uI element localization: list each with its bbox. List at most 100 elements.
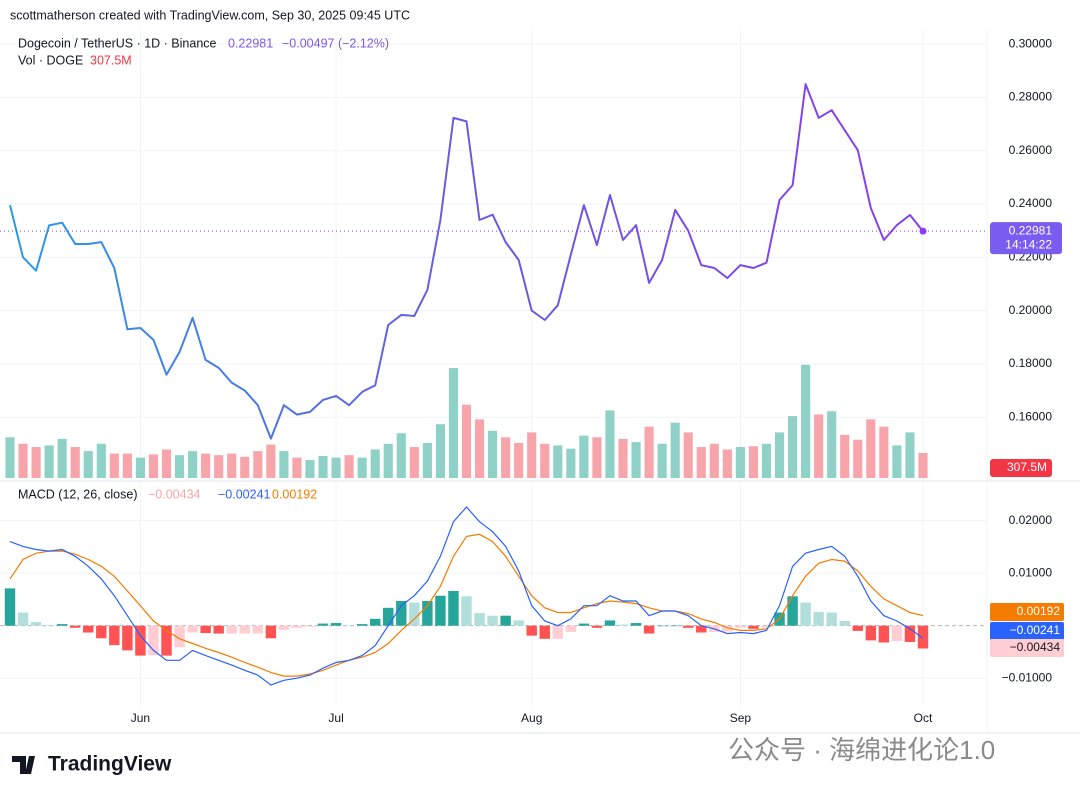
x-tick-label: Oct [914, 711, 933, 725]
histogram-bar [56, 624, 68, 626]
volume-bar [709, 443, 719, 478]
histogram-bar [278, 625, 290, 630]
volume-tag [990, 459, 1052, 477]
volume-bar [31, 447, 41, 478]
y-tick-label: 0.02000 [1009, 513, 1053, 527]
volume-bar [553, 445, 563, 478]
histogram-bar [474, 613, 485, 626]
volume-bar [514, 442, 524, 478]
volume-bar [670, 422, 680, 478]
volume-bar [788, 416, 798, 478]
histogram-bar [135, 625, 146, 656]
histogram-bar [591, 625, 603, 628]
volume-bar [448, 368, 459, 478]
volume-bar [5, 437, 15, 478]
volume-bar [631, 442, 641, 478]
x-tick-label: Jun [131, 711, 150, 725]
macd-tag [990, 622, 1064, 640]
volume-bar [266, 444, 276, 478]
histogram-bar [917, 625, 929, 649]
volume-bar [44, 445, 54, 478]
histogram-bar [722, 625, 733, 632]
volume-bar [501, 437, 511, 478]
y-tick-label: 0.28000 [1009, 90, 1053, 104]
volume-bar [18, 443, 28, 478]
histogram-bar [630, 623, 642, 626]
histogram-bar [904, 625, 916, 642]
price-tag [990, 222, 1062, 255]
histogram-bar [683, 625, 694, 628]
volume-bar [618, 438, 628, 478]
volume-bar [174, 455, 185, 478]
histogram-bar [4, 588, 16, 626]
histogram-bar [109, 625, 120, 646]
countdown: 14:14:22 [1005, 237, 1052, 251]
hist-value: −0.00434 [148, 487, 201, 501]
volume-tag-label: 307.5M [1007, 460, 1047, 474]
y-tick-label: 0.18000 [1009, 356, 1053, 370]
volume-bar [227, 453, 237, 478]
histogram-bar [656, 625, 668, 627]
price-tag-label: 0.22981 [1009, 223, 1053, 237]
histogram-bar [617, 624, 629, 626]
histogram-bar [226, 625, 237, 634]
y-tick-label: 0.26000 [1009, 143, 1053, 157]
macd-tag-label: −0.00241 [1010, 623, 1061, 637]
histogram-bar [265, 625, 277, 639]
volume-bar [331, 457, 341, 478]
volume-bar [657, 443, 667, 478]
macd-tag [990, 639, 1064, 657]
macd-tag-label: 0.00192 [1017, 604, 1061, 618]
volume-bar [201, 453, 211, 478]
credit: scottmatherson created with TradingView.… [10, 8, 410, 22]
volume-bar [409, 447, 419, 478]
header-price: 0.22981 [228, 36, 273, 50]
volume-title: Vol · DOGE [18, 53, 83, 67]
volume-bar [422, 442, 432, 478]
histogram-bar [252, 625, 264, 634]
volume-bar [592, 437, 602, 478]
histogram-bar [239, 625, 250, 634]
histogram-bar [409, 602, 420, 626]
volume-bar [96, 443, 106, 478]
histogram-bar [487, 615, 498, 626]
volume-bar [840, 434, 850, 478]
histogram-bar [291, 625, 303, 628]
volume-bar [814, 414, 824, 478]
histogram-bar [369, 618, 381, 626]
volume-bar [488, 430, 498, 478]
histogram-bar [839, 620, 850, 626]
histogram-bar [761, 625, 772, 628]
logo: TradingView [12, 753, 172, 776]
histogram-bar [96, 625, 107, 639]
volume-bar [188, 451, 198, 478]
volume-bar [683, 432, 693, 478]
macd-tag [990, 603, 1064, 621]
volume-bar [135, 457, 145, 478]
histogram-bar [69, 625, 81, 628]
histogram-bar [200, 625, 211, 634]
volume-bar [696, 447, 706, 478]
histogram-bar [813, 612, 824, 626]
volume-bar [148, 454, 159, 478]
volume-bar [435, 424, 445, 478]
histogram-bar [513, 620, 524, 626]
volume-bar [357, 457, 367, 478]
plot-layer: 0.160000.180000.200000.220000.240000.260… [0, 30, 1064, 725]
volume-bar [83, 451, 93, 478]
y-tick-label: −0.01000 [1002, 670, 1053, 684]
histogram-bar [187, 625, 198, 633]
histogram-bar [330, 623, 342, 626]
volume-bar [370, 449, 380, 478]
histogram-bar [787, 596, 798, 626]
volume-value: 307.5M [90, 53, 132, 67]
histogram-bar [161, 625, 172, 656]
volume-bar [801, 364, 811, 478]
volume-bar [918, 452, 928, 478]
histogram-bar [396, 600, 407, 626]
volume-bar [761, 443, 772, 478]
symbol: Dogecoin / TetherUS · 1D · Binance [18, 36, 217, 50]
y-tick-label: 0.20000 [1009, 303, 1053, 317]
